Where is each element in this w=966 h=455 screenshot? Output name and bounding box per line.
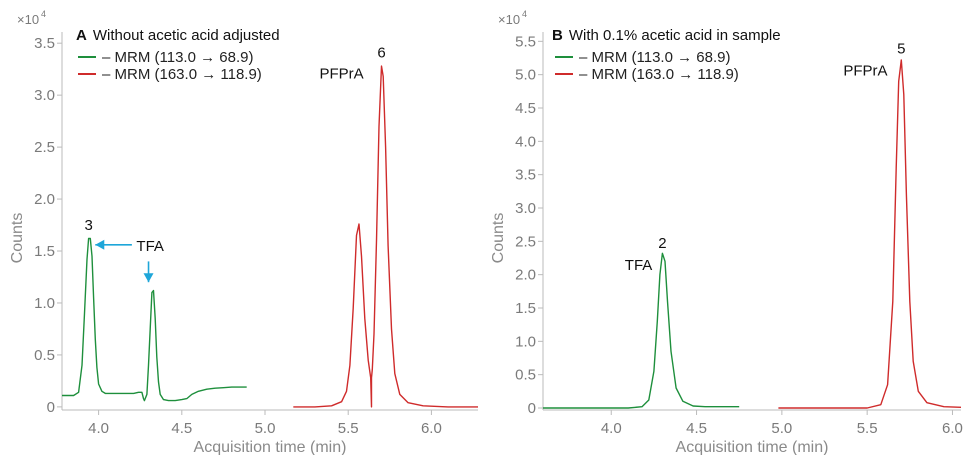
x-tick-label: 6.0 <box>421 420 442 437</box>
x-axis-title: Acquisition time (min) <box>194 439 347 455</box>
arrow-head <box>143 273 154 283</box>
panel-b: 0 0.5 1.0 1.5 2.0 2.5 3.0 3.5 4.0 4.5 5.0 5.5 4.0 4.5… <box>490 9 963 455</box>
y-tick-label: 0.5 <box>34 347 55 364</box>
y-tick-label: 0 <box>47 399 55 416</box>
y-multiplier: ×10 <box>17 12 39 27</box>
legend-entry: – MRM (113.0 → 68.9) <box>579 49 730 66</box>
series-line-2 <box>293 65 478 408</box>
y-axis-title: Counts <box>490 213 507 264</box>
y-tick-label: 5.5 <box>515 33 536 50</box>
panel-title: A Without acetic acid adjusted <box>76 27 280 44</box>
y-multiplier-exponent: 4 <box>41 9 46 19</box>
panel-title-text: With 0.1% acetic acid in sample <box>569 27 781 44</box>
series-line-1 <box>62 237 247 402</box>
y-tick-label: 4.0 <box>515 133 536 150</box>
series-line-1 <box>543 252 740 409</box>
arrow-head <box>95 239 105 250</box>
y-tick-label: 1.5 <box>34 243 55 260</box>
peak-label: 5 <box>897 40 905 57</box>
peak-label: 3 <box>84 217 92 234</box>
y-tick-label: 0 <box>528 400 536 417</box>
y-tick-label: 1.0 <box>34 295 55 312</box>
panel-a: 0 0.5 1.0 1.5 2.0 2.5 3.0 3.5 4.0 4.5 5.0 5.5 6.0 Acq… <box>9 9 478 455</box>
y-tick-label: 3.5 <box>34 35 55 52</box>
y-tick-label: 3.0 <box>34 87 55 104</box>
y-tick-label: 0.5 <box>515 367 536 384</box>
panel-letter: B <box>552 27 563 44</box>
y-tick-label: 1.0 <box>515 333 536 350</box>
series-line-2 <box>778 59 962 409</box>
y-tick-label: 4.5 <box>515 100 536 117</box>
y-tick-label: 3.0 <box>515 200 536 217</box>
y-tick-label: 2.0 <box>34 191 55 208</box>
x-tick-label: 5.0 <box>771 420 792 437</box>
x-axis-title: Acquisition time (min) <box>676 439 829 455</box>
peak-label: TFA <box>625 257 653 274</box>
x-tick-label: 5.5 <box>338 420 359 437</box>
panel-letter: A <box>76 27 87 44</box>
y-tick-label: 5.0 <box>515 67 536 84</box>
y-multiplier: ×10 <box>498 12 520 27</box>
panel-title: B With 0.1% acetic acid in sample <box>552 27 781 44</box>
y-tick-label: 2.5 <box>515 233 536 250</box>
y-tick-label: 2.0 <box>515 267 536 284</box>
x-tick-label: 4.5 <box>686 420 707 437</box>
y-axis-title: Counts <box>9 213 26 264</box>
x-tick-label: 6.0 <box>942 420 963 437</box>
panel-title-text: Without acetic acid adjusted <box>93 27 280 44</box>
peak-label: PFPrA <box>319 66 363 83</box>
x-tick-label: 4.0 <box>88 420 109 437</box>
x-tick-label: 5.5 <box>857 420 878 437</box>
y-tick-label: 3.5 <box>515 167 536 184</box>
y-tick-label: 1.5 <box>515 300 536 317</box>
legend-entry: – MRM (113.0 → 68.9) <box>102 49 253 66</box>
peak-label: TFA <box>136 238 164 255</box>
peak-label: PFPrA <box>843 62 887 79</box>
y-multiplier-exponent: 4 <box>522 9 527 19</box>
x-tick-label: 4.5 <box>171 420 192 437</box>
legend-entry: – MRM (163.0 → 118.9) <box>579 66 739 83</box>
peak-label: 2 <box>658 235 666 252</box>
y-tick-label: 2.5 <box>34 139 55 156</box>
x-tick-label: 5.0 <box>255 420 276 437</box>
x-tick-label: 4.0 <box>601 420 622 437</box>
legend-entry: – MRM (163.0 → 118.9) <box>102 66 262 83</box>
peak-label: 6 <box>377 45 385 62</box>
